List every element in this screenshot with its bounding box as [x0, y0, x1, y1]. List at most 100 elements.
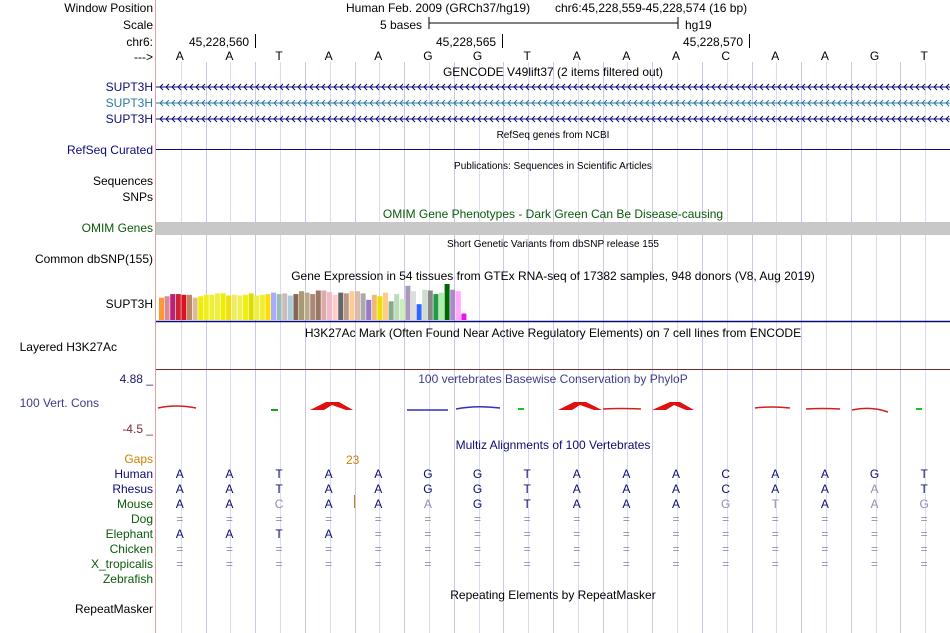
window-position-label: Window Position: [64, 1, 153, 15]
omim-feature-bar[interactable]: [156, 222, 950, 235]
gtex-tissue-bar: [455, 291, 461, 320]
gtex-tissue-bar: [293, 294, 299, 320]
cons-wiggle[interactable]: [156, 396, 950, 418]
gtex-tissue-bar: [175, 294, 181, 320]
gtex-tissue-bar: [360, 293, 366, 320]
alignment-base: A: [225, 467, 234, 481]
alignment-base: A: [672, 497, 681, 511]
reference-base: G: [423, 49, 433, 63]
gtex-tissue-bar: [287, 295, 293, 320]
alignment-base: A: [374, 482, 383, 496]
cons-label[interactable]: 100 Vert. Cons: [19, 396, 99, 410]
refseq-label[interactable]: RefSeq Curated: [66, 143, 153, 157]
refseq-gene-line[interactable]: [156, 149, 950, 150]
alignment-base: A: [622, 467, 631, 481]
alignment-base: A: [820, 482, 829, 496]
h3k27ac-title: H3K27Ac Mark (Often Found Near Active Re…: [304, 326, 802, 340]
species-label[interactable]: Human: [114, 467, 153, 481]
alignment-base: T: [275, 482, 283, 496]
alignment-base: A: [374, 467, 383, 481]
alignment-base: =: [225, 542, 233, 556]
alignment-base: G: [721, 497, 731, 511]
alignment-base: =: [424, 527, 432, 541]
cons-title: 100 vertebrates Basewise Conservation by…: [418, 372, 688, 386]
alignment-base: A: [771, 467, 780, 481]
alignment-base: =: [920, 527, 928, 541]
gtex-tissue-bar: [248, 293, 254, 320]
species-label[interactable]: X_tropicalis: [90, 557, 153, 571]
publications-sequences-label[interactable]: Sequences: [92, 174, 153, 188]
strand-label: --->: [134, 50, 153, 64]
alignment-base: =: [871, 557, 879, 571]
publications-snps-label[interactable]: SNPs: [122, 190, 153, 204]
gencode-item-label[interactable]: SUPT3H: [105, 96, 153, 110]
reference-base: A: [324, 49, 333, 63]
alignment-base: =: [176, 512, 184, 526]
alignment-base: T: [771, 497, 779, 511]
alignment-base: G: [869, 467, 880, 481]
label-divider: [155, 0, 156, 633]
gtex-tissue-bar: [377, 296, 383, 320]
alignment-base: T: [275, 467, 283, 481]
gencode-transcripts[interactable]: [156, 80, 950, 128]
alignment-base: A: [324, 527, 333, 541]
alignment-base: =: [374, 512, 382, 526]
alignment-base: T: [920, 467, 928, 481]
alignment-base: =: [424, 557, 432, 571]
gtex-label[interactable]: SUPT3H: [105, 297, 153, 311]
h3k27ac-label[interactable]: Layered H3K27Ac: [19, 340, 117, 354]
reference-base: A: [672, 49, 681, 63]
ruler-tick: [502, 34, 503, 48]
gtex-tissue-bar: [310, 294, 316, 320]
gencode-item-label[interactable]: SUPT3H: [105, 80, 153, 94]
scale-db-text: hg19: [685, 18, 712, 32]
track-area[interactable]: Human Feb. 2009 (GRCh37/hg19) chr6:45,22…: [156, 0, 950, 633]
alignment-base: G: [472, 482, 483, 496]
omim-label[interactable]: OMIM Genes: [81, 221, 153, 235]
gtex-bar-chart[interactable]: [156, 282, 950, 324]
alignment-base: =: [275, 512, 283, 526]
cons-max-value: 4.88 _: [119, 372, 153, 386]
alignment-base: =: [374, 527, 382, 541]
gtex-tissue-bar: [439, 292, 444, 320]
gtex-tissue-bar: [349, 291, 355, 320]
alignment-base: =: [374, 557, 382, 571]
gtex-tissue-bar: [427, 290, 433, 320]
species-label[interactable]: Chicken: [109, 542, 153, 556]
gtex-tissue-bar: [226, 295, 232, 320]
reference-base: T: [523, 49, 531, 63]
gtex-tissue-bar: [388, 301, 394, 320]
alignment-base: A: [175, 497, 184, 511]
alignment-base: =: [325, 542, 333, 556]
species-label[interactable]: Dog: [130, 512, 153, 526]
species-label[interactable]: Rhesus: [112, 482, 153, 496]
alignment-base: =: [920, 557, 928, 571]
alignment-base: A: [672, 482, 681, 496]
ruler-tick-label: 45,228,570: [683, 35, 744, 49]
species-label[interactable]: Mouse: [116, 497, 153, 511]
alignment-base: =: [523, 512, 531, 526]
alignment-base: =: [474, 512, 482, 526]
gtex-tissue-bar: [371, 294, 377, 320]
dbsnp-title: Short Genetic Variants from dbSNP releas…: [447, 239, 659, 250]
gtex-tissue-bar: [304, 292, 310, 320]
species-label[interactable]: Elephant: [105, 527, 153, 541]
alignment-base: =: [622, 527, 630, 541]
alignment-base: A: [175, 482, 184, 496]
alignment-base: =: [573, 557, 581, 571]
reference-base: A: [374, 49, 383, 63]
alignment-base: A: [771, 482, 780, 496]
repeatmasker-label[interactable]: RepeatMasker: [74, 602, 153, 616]
gencode-item-label[interactable]: SUPT3H: [105, 112, 153, 126]
alignment-base: =: [573, 512, 581, 526]
ruler-tick: [749, 34, 750, 48]
dbsnp-label[interactable]: Common dbSNP(155): [34, 252, 153, 266]
gtex-tissue-bar: [433, 294, 439, 320]
alignment-base: =: [672, 557, 680, 571]
gencode-transcript: [156, 99, 950, 107]
species-label[interactable]: Zebrafish: [102, 572, 153, 586]
alignment-base: =: [672, 512, 680, 526]
gtex-tissue-bar: [181, 294, 187, 320]
alignment-base: =: [275, 542, 283, 556]
alignment-base: G: [919, 497, 929, 511]
